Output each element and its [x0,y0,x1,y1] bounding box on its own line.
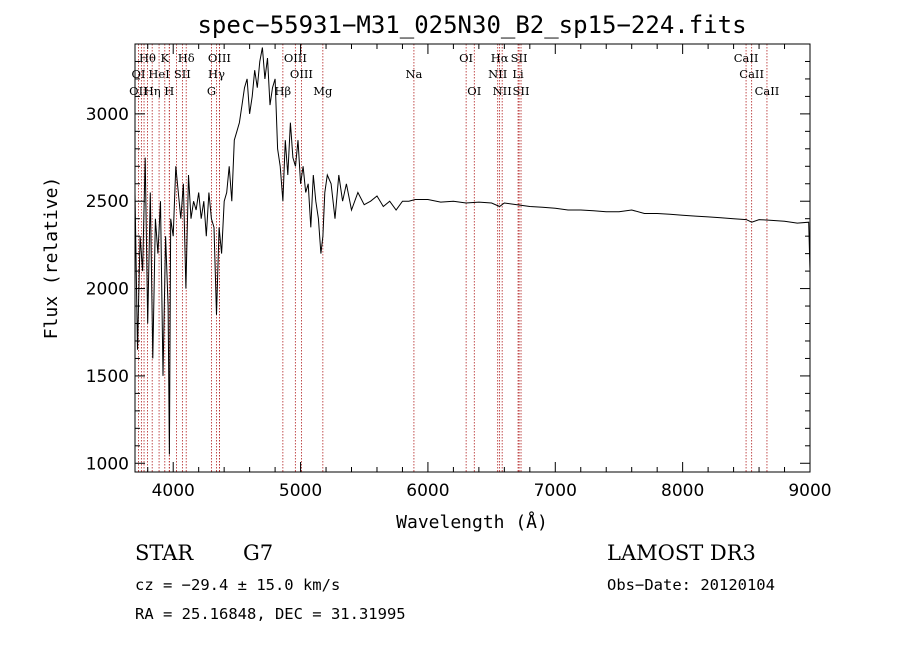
line-marker-label: Hγ [208,67,225,81]
line-marker-label: SII [513,84,530,98]
line-marker-label: H [164,84,174,98]
line-marker-label: OII [129,84,148,98]
line-marker-label: NII [493,84,512,98]
x-tick-label: 8000 [661,481,704,501]
x-tick-label: 9000 [788,481,831,501]
x-axis-title: Wavelength (Å) [396,511,548,533]
line-marker-label: Hα [491,51,509,65]
x-axis: 4000 5000 6000 7000 8000 9000 [147,44,832,501]
line-marker-label: NII [488,67,507,81]
line-marker-label: CaII [734,51,759,65]
line-marker-label: OIII [284,51,307,65]
chart-title: spec−55931−M31_025N30_B2_sp15−224.fits [197,11,746,39]
y-tick-label: 2000 [86,280,129,300]
line-marker-label: CaII [739,67,764,81]
y-tick-label: 1500 [86,367,129,387]
y-tick-label: 2500 [86,192,129,212]
x-tick-label: 4000 [152,481,195,501]
line-marker-label: OI [459,51,473,65]
line-marker-label: Na [405,67,422,81]
line-marker-label: CaII [755,84,780,98]
line-marker-label: OIII [208,51,231,65]
y-tick-label: 3000 [86,105,129,125]
spectrum-line [134,47,811,455]
line-marker-label: Mg [313,84,333,98]
x-tick-label: 5000 [279,481,322,501]
line-marker-label: HeI [148,67,169,81]
spectrum-series [134,47,811,455]
plot-frame [134,43,811,473]
line-marker-label: SII [511,51,528,65]
spectral-subclass: G7 [243,541,273,565]
observation-date: Obs−Date: 20120104 [607,576,775,594]
line-marker-label: Hη [144,84,161,98]
line-marker-label: G [207,84,216,98]
line-marker-label: Li [512,67,524,81]
line-marker-label: OIII [290,67,313,81]
y-tick-label: 1000 [86,454,129,474]
coordinates: RA = 25.16848, DEC = 31.31995 [135,605,406,623]
x-tick-label: 7000 [534,481,577,501]
line-marker-label: OI [467,84,481,98]
line-marker-label: Hβ [275,84,292,98]
line-marker-label: K [161,51,170,65]
y-axis-title: Flux (relative) [41,177,62,340]
y-axis: 1000 1500 2000 2500 3000 [86,43,810,474]
survey-name: LAMOST DR3 [607,541,756,565]
object-class: STAR [135,541,194,565]
line-marker-label: Hδ [178,51,195,65]
redshift-velocity: cz = −29.4 ± 15.0 km/s [135,576,340,594]
line-marker-label: Hθ [139,51,156,65]
x-tick-label: 6000 [406,481,449,501]
line-marker-label: SII [174,67,191,81]
